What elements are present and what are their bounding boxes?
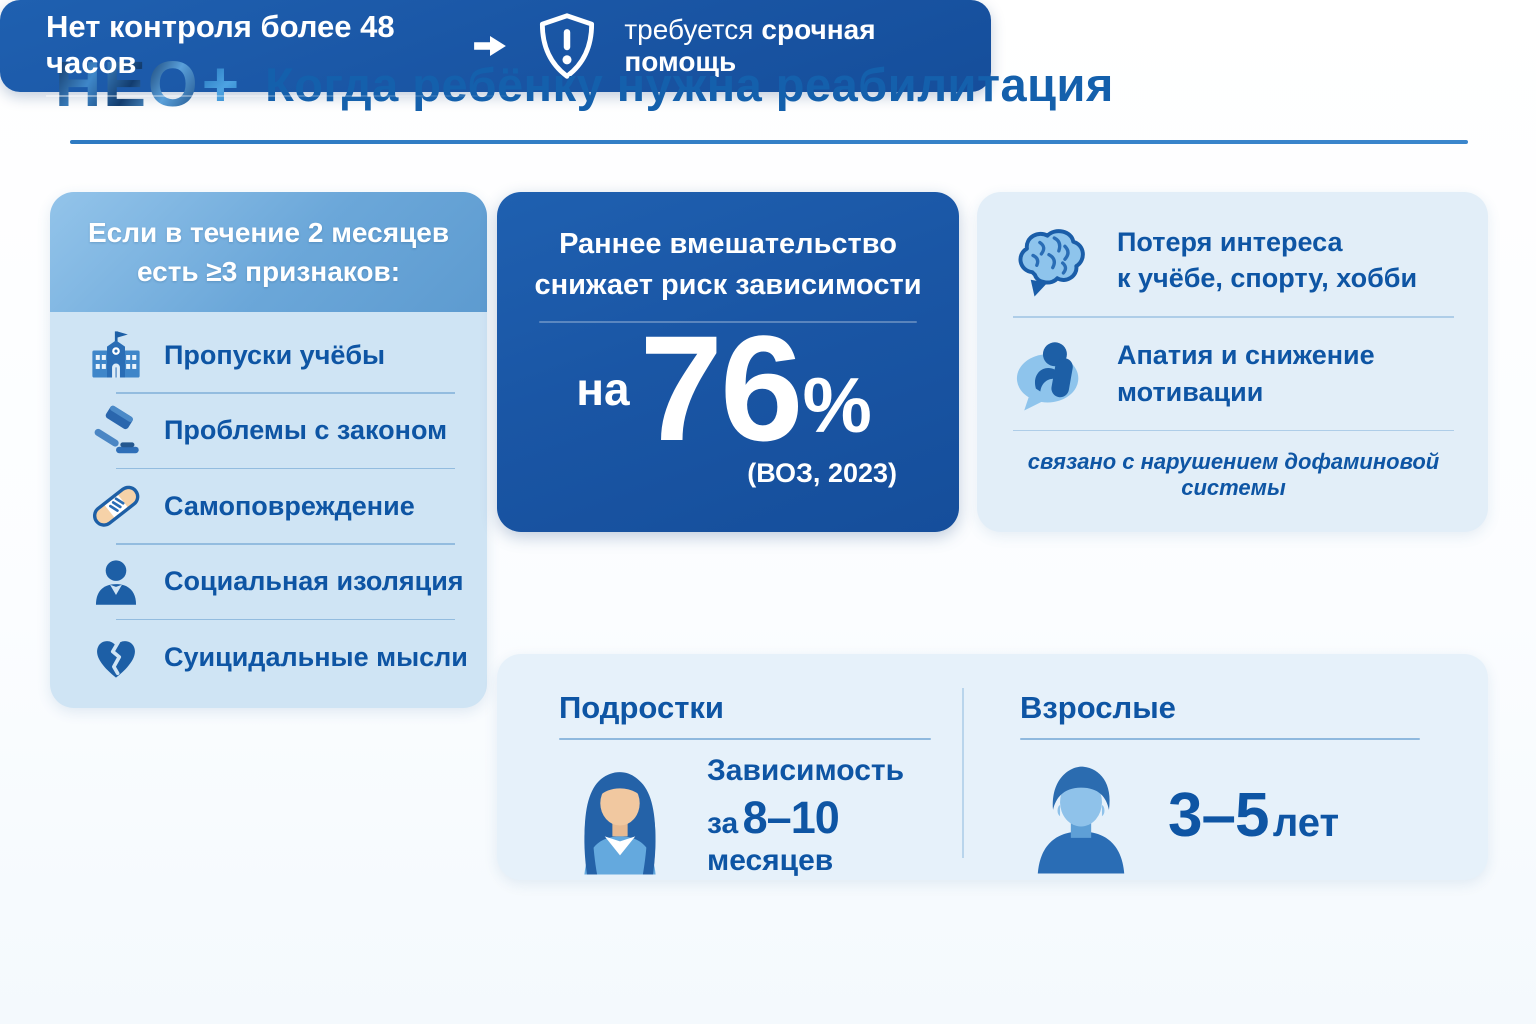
sign-item-interest-loss: Потеря интереса к учёбе, спорту, хобби	[1009, 222, 1458, 298]
broken-heart-icon	[88, 629, 144, 685]
list-item-social-isolation: Социальная изоляция	[50, 547, 487, 617]
list-item-suicidal-thoughts: Суицидальные мысли	[50, 622, 487, 692]
sign-item-apathy: Апатия и снижение мотивации	[1009, 336, 1458, 412]
criteria-heading-line2: есть ≥3 признаков:	[136, 256, 401, 287]
alert-suffix: требуется срочная помощь	[624, 14, 961, 78]
divider	[1013, 429, 1454, 431]
teens-body: Зависимость за 8–10 месяцев	[559, 754, 962, 878]
adults-title-underline	[1020, 738, 1420, 740]
stat-value-row: на 76 %	[497, 304, 959, 473]
percent-sign: %	[802, 361, 872, 450]
criteria-list: Пропуски учёбы Проблемы с законом	[50, 312, 487, 692]
signs-panel: Потеря интереса к учёбе, спорту, хобби А…	[977, 192, 1488, 532]
adults-suffix: лет	[1272, 800, 1340, 845]
gavel-icon	[88, 403, 144, 459]
teens-section: Подростки Зависимость	[497, 654, 962, 880]
stat-panel: Раннее вмешательство снижает риск зависи…	[497, 192, 959, 532]
stat-value: 76	[639, 304, 804, 473]
header-divider	[70, 140, 1468, 144]
divider	[116, 467, 455, 469]
sign-label-line1: Апатия и снижение	[1117, 340, 1375, 371]
header: НЕО + Когда ребёнку нужна реабилитация	[55, 52, 1114, 116]
stat-heading: Раннее вмешательство снижает риск зависи…	[497, 224, 959, 305]
apathy-icon	[1009, 336, 1095, 412]
stat-source: (ВОЗ, 2023)	[747, 458, 897, 489]
teens-text: Зависимость за 8–10 месяцев	[707, 754, 962, 878]
list-item-label: Проблемы с законом	[164, 415, 448, 445]
adults-section: Взрослые 3–5 лет	[964, 654, 1488, 880]
person-icon	[88, 554, 144, 610]
criteria-panel-heading: Если в течение 2 месяцев есть ≥3 признак…	[50, 192, 487, 312]
school-icon	[88, 327, 144, 383]
alert-suffix-bold: срочная помощь	[624, 14, 876, 77]
logo-text: НЕО	[55, 48, 200, 120]
teens-title: Подростки	[559, 690, 724, 725]
bandage-icon	[88, 478, 144, 534]
stat-heading-line2: снижает риск зависимости	[534, 268, 922, 301]
page-title: Когда ребёнку нужна реабилитация	[265, 57, 1114, 111]
outcome-panel: Подростки Зависимость	[497, 654, 1488, 880]
teen-girl-avatar	[559, 755, 681, 877]
list-item-school-absence: Пропуски учёбы	[50, 320, 487, 390]
sign-label-line1: Потеря интереса	[1117, 226, 1343, 257]
stat-divider	[539, 321, 917, 324]
alert-banner: Нет контроля более 48 часов требуется сро…	[0, 0, 991, 97]
list-item-label: Суицидальные мысли	[164, 641, 468, 672]
teens-value: 8–10	[742, 792, 840, 843]
list-item-label: Пропуски учёбы	[164, 339, 386, 370]
teens-title-underline	[559, 738, 931, 740]
divider	[116, 618, 455, 620]
divider	[116, 543, 455, 545]
divider	[1013, 316, 1454, 318]
adults-title: Взрослые	[1020, 690, 1176, 725]
alert-suffix-normal: требуется	[624, 14, 754, 45]
stat-prefix: на	[576, 363, 630, 416]
adults-value: 3–5	[1168, 780, 1269, 850]
dopamine-note: связано с нарушением дофаминовой системы	[1027, 449, 1440, 500]
adults-text: 3–5 лет	[1168, 780, 1339, 851]
sign-label-line2: мотивации	[1117, 376, 1264, 407]
adults-body: 3–5 лет	[1020, 754, 1488, 876]
alert-text: Нет контроля более 48 часов	[46, 9, 513, 97]
teens-line2: за 8–10 месяцев	[707, 792, 962, 878]
divider	[116, 392, 455, 394]
vertical-divider	[962, 688, 964, 858]
sign-item-label: Потеря интереса к учёбе, спорту, хобби	[1117, 224, 1417, 297]
list-item-law-problems: Проблемы с законом	[50, 396, 487, 466]
sign-label-line2: к учёбе, спорту, хобби	[1117, 263, 1418, 293]
neo-plus-logo: НЕО +	[55, 52, 241, 116]
shield-exclamation-icon	[536, 12, 598, 80]
criteria-panel: Если в течение 2 месяцев есть ≥3 признак…	[50, 192, 487, 708]
arrow-right-icon	[472, 33, 508, 59]
plus-icon: +	[201, 48, 242, 120]
teens-prefix: за	[707, 807, 739, 840]
criteria-heading-line1: Если в течение 2 месяцев	[87, 216, 450, 248]
list-item-self-harm: Самоповреждение	[50, 471, 487, 541]
list-item-label: Социальная изоляция	[164, 566, 464, 596]
list-item-label: Самоповреждение	[164, 490, 415, 521]
brain-icon	[1009, 222, 1095, 298]
stat-heading-line1: Раннее вмешательство	[559, 228, 897, 260]
teens-line1: Зависимость	[707, 754, 905, 787]
adult-man-avatar	[1020, 754, 1142, 876]
teens-suffix: месяцев	[707, 844, 834, 877]
sign-item-label: Апатия и снижение мотивации	[1117, 337, 1375, 410]
